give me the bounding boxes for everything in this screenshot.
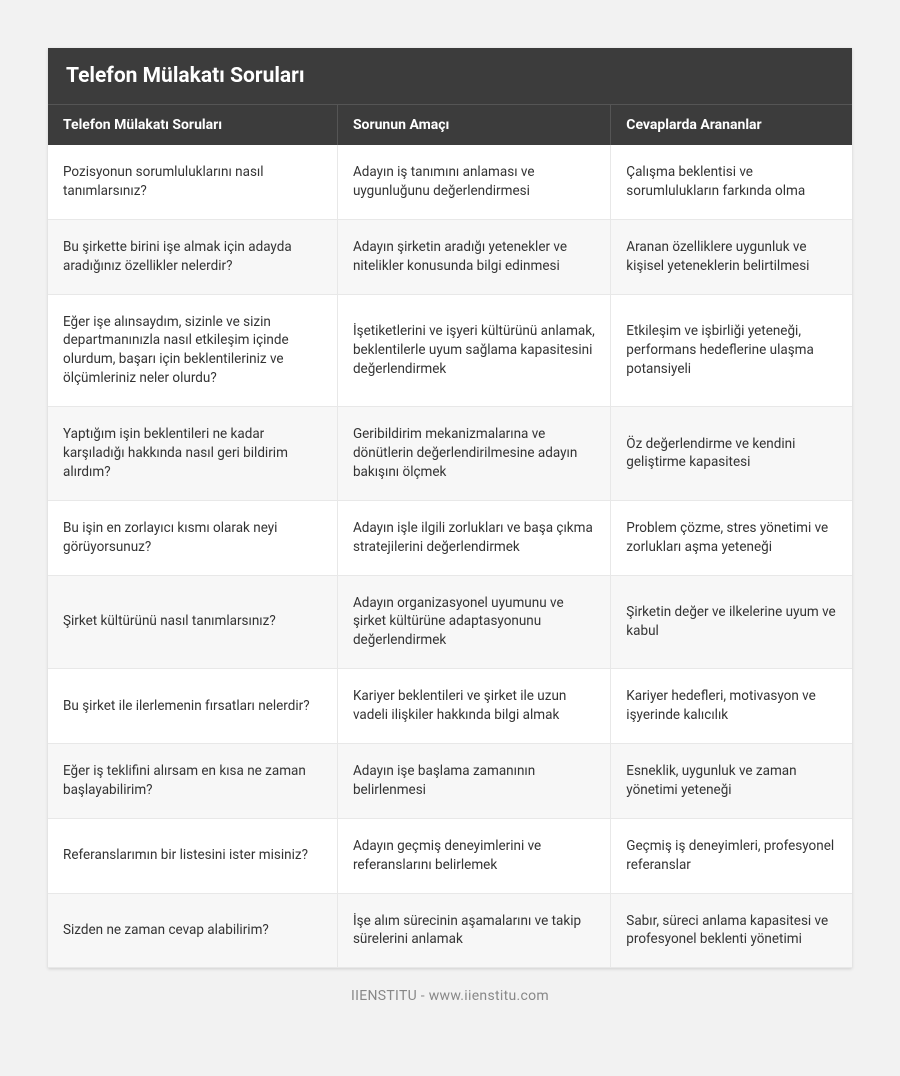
table-cell: Etkileşim ve işbirliği yeteneği, perform… [611, 294, 852, 407]
table-cell: İşe alım sürecinin aşamalarını ve takip … [337, 893, 610, 968]
table-cell: Yaptığım işin beklentileri ne kadar karş… [48, 407, 337, 501]
table-row: Eğer iş teklifini alırsam en kısa ne zam… [48, 744, 852, 819]
table-cell: Adayın işle ilgili zorlukları ve başa çı… [337, 500, 610, 575]
table-cell: Problem çözme, stres yönetimi ve zorlukl… [611, 500, 852, 575]
table-cell: Referanslarımın bir listesini ister misi… [48, 818, 337, 893]
table-row: Bu şirkette birini işe almak için adayda… [48, 219, 852, 294]
table-cell: Sabır, süreci anlama kapasitesi ve profe… [611, 893, 852, 968]
table-row: Sizden ne zaman cevap alabilirim?İşe alı… [48, 893, 852, 968]
table-cell: Geçmiş iş deneyimleri, profesyonel refer… [611, 818, 852, 893]
table-cell: Sizden ne zaman cevap alabilirim? [48, 893, 337, 968]
table-cell: Bu işin en zorlayıcı kısmı olarak neyi g… [48, 500, 337, 575]
footer-attribution: IIENSTITU - www.iienstitu.com [48, 968, 852, 1004]
table-cell: Geribildirim mekanizmalarına ve dönütler… [337, 407, 610, 501]
table-cell: Öz değerlendirme ve kendini geliştirme k… [611, 407, 852, 501]
table-cell: Şirket kültürünü nasıl tanımlarsınız? [48, 575, 337, 669]
table-header: Telefon Mülakatı SorularıSorunun AmaçıCe… [48, 105, 852, 146]
header-row: Telefon Mülakatı SorularıSorunun AmaçıCe… [48, 105, 852, 146]
column-header-1: Sorunun Amaçı [337, 105, 610, 146]
table-cell: Aranan özelliklere uygunluk ve kişisel y… [611, 219, 852, 294]
table-cell: Adayın iş tanımını anlaması ve uygunluğu… [337, 145, 610, 219]
table-cell: Eğer iş teklifini alırsam en kısa ne zam… [48, 744, 337, 819]
table-card: Telefon Mülakatı Soruları Telefon Mülaka… [48, 48, 852, 968]
column-header-0: Telefon Mülakatı Soruları [48, 105, 337, 146]
table-row: Eğer işe alınsaydım, sizinle ve sizin de… [48, 294, 852, 407]
table-cell: Adayın işe başlama zamanının belirlenmes… [337, 744, 610, 819]
table-cell: Adayın şirketin aradığı yetenekler ve ni… [337, 219, 610, 294]
table-title: Telefon Mülakatı Soruları [48, 48, 852, 104]
table-cell: Kariyer beklentileri ve şirket ile uzun … [337, 669, 610, 744]
table-row: Bu şirket ile ilerlemenin fırsatları nel… [48, 669, 852, 744]
interview-questions-table: Telefon Mülakatı SorularıSorunun AmaçıCe… [48, 104, 852, 968]
table-row: Bu işin en zorlayıcı kısmı olarak neyi g… [48, 500, 852, 575]
table-cell: İşetiketlerini ve işyeri kültürünü anlam… [337, 294, 610, 407]
table-cell: Eğer işe alınsaydım, sizinle ve sizin de… [48, 294, 337, 407]
table-cell: Bu şirkette birini işe almak için adayda… [48, 219, 337, 294]
table-row: Şirket kültürünü nasıl tanımlarsınız?Ada… [48, 575, 852, 669]
table-row: Yaptığım işin beklentileri ne kadar karş… [48, 407, 852, 501]
table-cell: Bu şirket ile ilerlemenin fırsatları nel… [48, 669, 337, 744]
table-cell: Esneklik, uygunluk ve zaman yönetimi yet… [611, 744, 852, 819]
table-cell: Kariyer hedefleri, motivasyon ve işyerin… [611, 669, 852, 744]
table-body: Pozisyonun sorumluluklarını nasıl tanıml… [48, 145, 852, 968]
table-cell: Adayın geçmiş deneyimlerini ve referansl… [337, 818, 610, 893]
table-cell: Şirketin değer ve ilkelerine uyum ve kab… [611, 575, 852, 669]
table-cell: Pozisyonun sorumluluklarını nasıl tanıml… [48, 145, 337, 219]
column-header-2: Cevaplarda Arananlar [611, 105, 852, 146]
table-cell: Çalışma beklentisi ve sorumlulukların fa… [611, 145, 852, 219]
table-cell: Adayın organizasyonel uyumunu ve şirket … [337, 575, 610, 669]
table-row: Referanslarımın bir listesini ister misi… [48, 818, 852, 893]
table-row: Pozisyonun sorumluluklarını nasıl tanıml… [48, 145, 852, 219]
